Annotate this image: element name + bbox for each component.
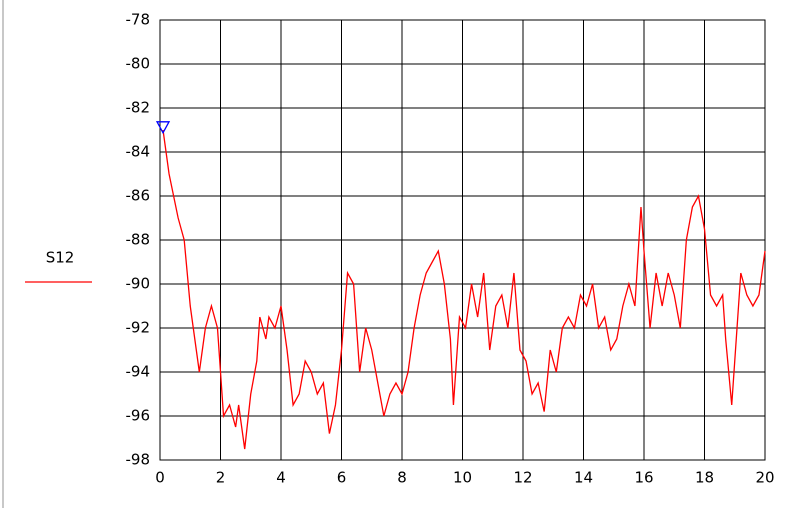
x-tick-label: 6 xyxy=(337,469,347,487)
x-tick-label: 0 xyxy=(155,469,165,487)
y-tick-label: -86 xyxy=(126,187,151,205)
x-tick-label: 14 xyxy=(574,469,593,487)
y-tick-label: -84 xyxy=(126,143,151,161)
marker xyxy=(155,121,171,135)
y-tick-label: -90 xyxy=(126,275,151,293)
y-tick-label: -94 xyxy=(126,363,151,381)
x-tick-label: 12 xyxy=(513,469,532,487)
y-tick-label: -78 xyxy=(126,11,151,29)
x-tick-label: 20 xyxy=(755,469,774,487)
y-tick-label: -92 xyxy=(126,319,151,337)
x-tick-label: 16 xyxy=(634,469,653,487)
series-line xyxy=(162,129,766,450)
y-tick-label: -80 xyxy=(126,55,151,73)
x-tick-label: 4 xyxy=(276,469,286,487)
x-tick-label: 18 xyxy=(695,469,714,487)
y-tick-label: -96 xyxy=(126,407,151,425)
x-tick-label: 10 xyxy=(453,469,472,487)
y-tick-label: -98 xyxy=(126,451,151,469)
x-tick-label: 2 xyxy=(216,469,226,487)
x-tick-label: 8 xyxy=(397,469,407,487)
y-tick-label: -82 xyxy=(126,99,151,117)
y-tick-label: -88 xyxy=(126,231,151,249)
legend-label: S12 xyxy=(46,249,75,267)
